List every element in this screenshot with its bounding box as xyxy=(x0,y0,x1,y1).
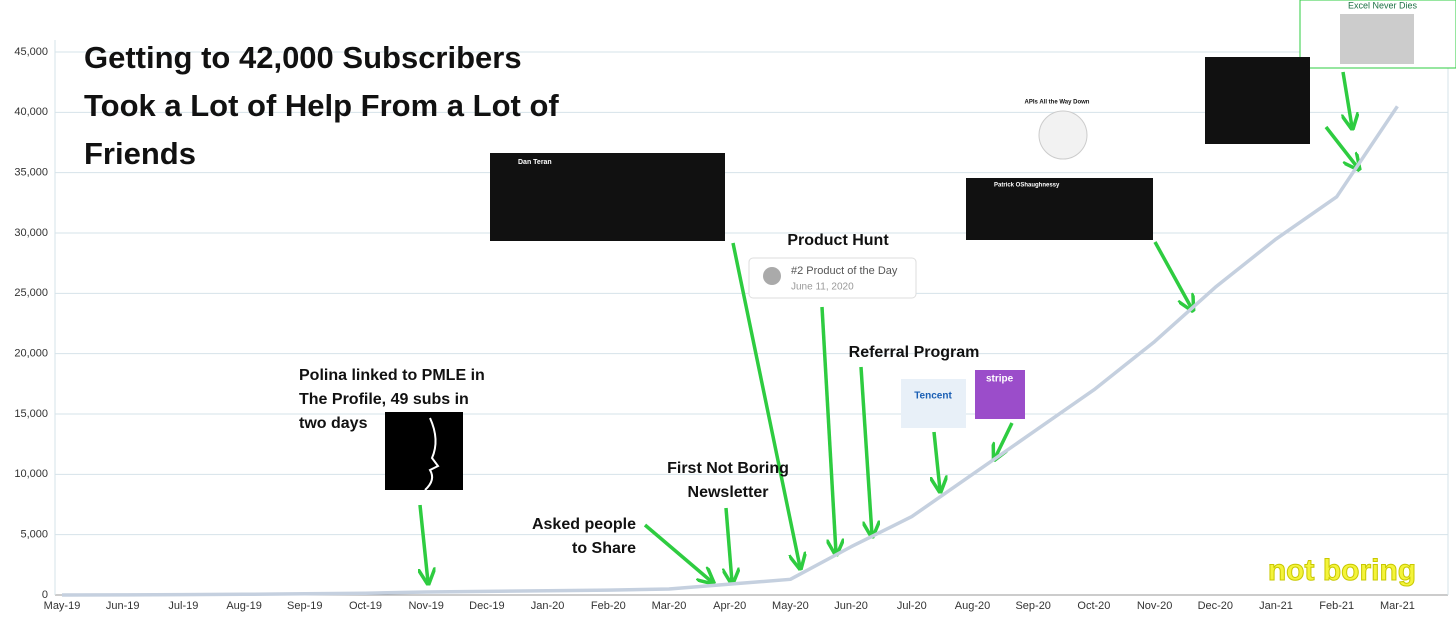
x-tick-label: Jan-21 xyxy=(1259,600,1293,612)
x-tick-label: Jul-20 xyxy=(897,600,927,612)
x-tick-label: Oct-20 xyxy=(1077,600,1110,612)
x-tick-label: Jan-20 xyxy=(531,600,565,612)
ph-date: June 11, 2020 xyxy=(791,282,854,293)
ph-rank: #2 Product of the Day xyxy=(791,265,898,277)
x-tick-label: Jun-19 xyxy=(106,600,140,612)
tweet-author: Patrick OShaughnessy xyxy=(994,183,1060,189)
y-tick-label: 25,000 xyxy=(14,287,48,299)
arrows xyxy=(420,71,1358,582)
annotation: Referral Program xyxy=(849,344,980,361)
product-hunt-badge xyxy=(748,257,917,299)
annotation: Asked people xyxy=(532,516,636,533)
chart-title: Took a Lot of Help From a Lot of xyxy=(84,88,559,123)
line-series xyxy=(61,105,1399,597)
x-tick-label: Mar-20 xyxy=(652,600,687,612)
x-tick-label: Jun-20 xyxy=(834,600,868,612)
x-tick-label: May-20 xyxy=(772,600,809,612)
portrait-image xyxy=(385,412,463,490)
y-tick-label: 30,000 xyxy=(14,227,48,239)
tweet-card xyxy=(1205,57,1310,144)
y-tick-label: 45,000 xyxy=(14,46,48,58)
x-tick-label: Jul-19 xyxy=(168,600,198,612)
medal xyxy=(763,267,781,285)
y-tick-label: 40,000 xyxy=(14,106,48,118)
annotation: Polina linked to PMLE in xyxy=(299,367,485,384)
y-tick-label: 20,000 xyxy=(14,348,48,360)
y-tick-label: 0 xyxy=(42,589,48,601)
y-tick-label: 5,000 xyxy=(20,529,48,541)
x-tick-label: Feb-21 xyxy=(1319,600,1354,612)
x-tick-label: Apr-20 xyxy=(713,600,746,612)
tencent-image xyxy=(901,379,966,428)
x-tick-label: Oct-19 xyxy=(349,600,382,612)
x-tick-label: Mar-21 xyxy=(1380,600,1415,612)
annotation: to Share xyxy=(572,540,636,557)
portrait-outline xyxy=(424,417,440,491)
x-tick-label: Sep-20 xyxy=(1015,600,1050,612)
badge-text: stripe xyxy=(986,374,1014,385)
tweet-author: Dan Teran xyxy=(518,159,552,166)
y-tick-label: 35,000 xyxy=(14,167,48,179)
badge-text: Excel Never Dies xyxy=(1348,0,1418,10)
x-tick-label: Nov-19 xyxy=(408,600,443,612)
annotation: Product Hunt xyxy=(787,232,889,249)
x-tick-label: Dec-20 xyxy=(1198,600,1233,612)
x-tick-label: Sep-19 xyxy=(287,600,322,612)
annotation: The Profile, 49 subs in xyxy=(299,391,469,408)
x-tick-label: Aug-20 xyxy=(955,600,990,612)
x-tick-label: May-19 xyxy=(44,600,81,612)
badge-text: APIs All the Way Down xyxy=(1025,100,1090,106)
x-tick-label: Aug-19 xyxy=(226,600,261,612)
badge-text: Tencent xyxy=(914,391,952,402)
tweet-card xyxy=(490,153,725,241)
x-tick-label: Nov-20 xyxy=(1137,600,1172,612)
badge-image xyxy=(1038,110,1088,160)
annotation: two days xyxy=(299,415,368,432)
logo: not boring xyxy=(1268,554,1416,587)
chart-title: Friends xyxy=(84,136,196,171)
annotation: Newsletter xyxy=(688,484,769,501)
annotation: First Not Boring xyxy=(667,460,789,477)
tweet-card xyxy=(966,178,1153,240)
excel-image xyxy=(1340,14,1414,64)
y-tick-label: 15,000 xyxy=(14,408,48,420)
y-tick-label: 10,000 xyxy=(14,468,48,480)
x-tick-label: Dec-19 xyxy=(469,600,504,612)
stripe-image xyxy=(975,370,1025,419)
x-tick-label: Feb-20 xyxy=(591,600,626,612)
chart-title: Getting to 42,000 Subscribers xyxy=(84,40,522,75)
